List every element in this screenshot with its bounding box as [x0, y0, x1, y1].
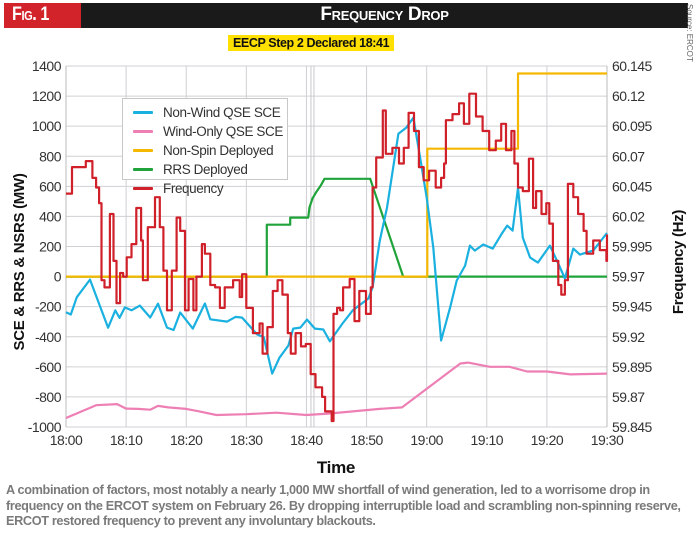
series-line-frequency [66, 92, 609, 423]
legend-label: Frequency [163, 181, 224, 196]
x-tick-label: 19:00 [410, 432, 443, 448]
legend-item: Frequency [133, 179, 287, 198]
x-tick-label: 18:40 [290, 432, 323, 448]
y-tick-label: -200 [35, 299, 62, 315]
x-tick-label: 18:20 [170, 432, 203, 448]
x-tick-label: 18:00 [50, 432, 83, 448]
x-tick-label: 19:30 [591, 432, 624, 448]
y2-tick-label: 59.845 [612, 419, 653, 435]
x-tick-label: 18:30 [230, 432, 263, 448]
y-tick-label: 1400 [32, 58, 62, 74]
x-tick-label: 19:10 [471, 432, 504, 448]
legend-swatch [133, 187, 153, 190]
y-tick-label: -600 [35, 359, 62, 375]
y2-tick-label: 59.87 [612, 389, 645, 405]
x-axis-ticks: 18:00 18:10 18:20 18:30 18:40 18:50 19:00 19:10… [50, 432, 625, 448]
y-tick-label: 1000 [32, 118, 62, 134]
legend-swatch [133, 168, 153, 171]
x-tick-label: 18:10 [110, 432, 143, 448]
y2-tick-label: 60.02 [612, 208, 645, 224]
y-tick-label: -400 [35, 329, 62, 345]
y-tick-label: 600 [39, 178, 62, 194]
y2-tick-label: 59.97 [612, 269, 645, 285]
y2-tick-label: 59.895 [612, 359, 653, 375]
title-bar [81, 3, 688, 28]
y-tick-label: 400 [39, 208, 62, 224]
y2-axis-label: Frequency (Hz) [670, 210, 687, 314]
legend-swatch [133, 149, 153, 152]
y2-tick-label: 60.045 [612, 178, 653, 194]
y-tick-label: 800 [39, 148, 62, 164]
x-tick-label: 18:50 [350, 432, 383, 448]
y2-tick-label: 60.145 [612, 58, 653, 74]
series-line-wind-only-qse-sce [65, 361, 608, 420]
legend-label: Wind-Only QSE SCE [163, 124, 283, 139]
figure-label-background [4, 3, 81, 28]
y2-tick-label: 60.095 [612, 118, 653, 134]
series-line-non-spin-deployed [66, 72, 607, 278]
y-tick-label: 200 [39, 239, 62, 255]
legend-swatch [133, 130, 153, 133]
y-axis-label: SCE & RRS & NSRS (MW) [11, 173, 28, 350]
right-axis-ticks: 60.145 60.12 60.095 60.07 60.045 60.02 59.995 5… [612, 58, 653, 435]
legend: Non-Wind QSE SCE Wind-Only QSE SCE Non-Spi… [122, 98, 288, 196]
legend-label: Non-Spin Deployed [163, 143, 274, 158]
legend-label: RRS Deployed [163, 162, 248, 177]
y2-tick-label: 59.92 [612, 329, 645, 345]
figure-label: Fig. 1 [12, 4, 49, 25]
y-tick-label: -1000 [28, 419, 62, 435]
legend-item: Non-Spin Deployed [133, 141, 287, 160]
chart-title: Frequency Drop [320, 4, 449, 25]
x-axis-label: Time [317, 458, 355, 477]
source-credit: Source: ERCOT [685, 4, 694, 62]
legend-item: Wind-Only QSE SCE [133, 122, 287, 141]
legend-swatch [133, 111, 153, 114]
frequency-chart: 1400 1200 1000 800 600 400 200 0 -200 -400 -600 -80… [11, 58, 687, 477]
y2-tick-label: 60.07 [612, 148, 645, 164]
y2-tick-label: 59.945 [612, 299, 653, 315]
y-tick-label: 0 [54, 269, 62, 285]
y-tick-label: 1200 [32, 88, 62, 104]
legend-item: RRS Deployed [133, 160, 287, 179]
series-lines [65, 72, 609, 423]
left-axis-ticks: 1400 1200 1000 800 600 400 200 0 -200 -400 -600 -80… [28, 58, 63, 435]
y-tick-label: -800 [35, 389, 62, 405]
figure-caption: A combination of factors, most notably a… [6, 483, 681, 528]
legend-label: Non-Wind QSE SCE [163, 105, 281, 120]
y2-tick-label: 59.995 [612, 239, 653, 255]
series-line-rrs-deployed [66, 177, 607, 278]
x-tick-label: 19:20 [531, 432, 564, 448]
grid [65, 65, 608, 428]
eecp-annotation: EECP Step 2 Declared 18:41 [228, 35, 395, 51]
series-line-non-wind-qse-sce [65, 116, 608, 375]
legend-item: Non-Wind QSE SCE [133, 103, 287, 122]
y2-tick-label: 60.12 [612, 88, 645, 104]
